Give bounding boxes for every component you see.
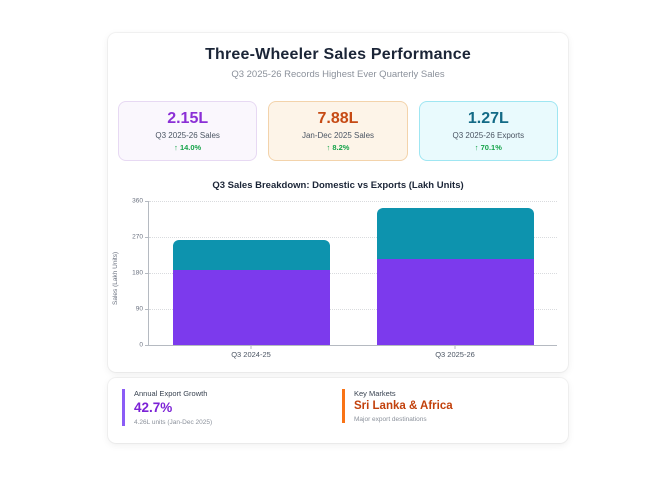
y-tick-label: 90	[135, 305, 143, 313]
stat-change-q3-exports: ↑ 70.1%	[474, 142, 502, 152]
gridline	[149, 201, 557, 202]
y-tick-mark	[145, 237, 149, 238]
stat-value-annual-sales: 7.88L	[317, 110, 359, 128]
annual-export-growth-block: Annual Export Growth 42.7% 4.26L units (…	[122, 389, 212, 426]
footer-value-key-markets: Sri Lanka & Africa	[354, 400, 453, 412]
footer-highlights-card: Annual Export Growth 42.7% 4.26L units (…	[108, 378, 568, 443]
footer-sub-key-markets: Major export destinations	[354, 416, 427, 424]
chart-plot: 0 90 180 270 360 Q3 2024-25 Q3 2025-26	[132, 198, 557, 359]
x-tick-mark	[250, 345, 252, 349]
stat-label-annual-sales: Jan-Dec 2025 Sales	[301, 130, 375, 140]
stat-value-q3-sales: 2.15L	[167, 110, 209, 128]
footer-sub-export-growth: 4.26L units (Jan-Dec 2025)	[134, 418, 213, 426]
x-tick-label: Q3 2025-26	[435, 350, 475, 359]
bar-q3-2025-26-exports[interactable]	[376, 208, 534, 259]
y-tick-mark	[145, 201, 149, 202]
x-tick-mark	[454, 345, 456, 349]
y-tick-mark	[145, 345, 149, 346]
page-subtitle: Q3 2025-26 Records Highest Ever Quarterl…	[231, 69, 445, 80]
stat-card-q3-sales: 2.15L Q3 2025-26 Sales ↑ 14.0%	[118, 101, 258, 161]
stat-change-q3-sales: ↑ 14.0%	[174, 142, 202, 152]
footer-value-export-growth: 42.7%	[134, 400, 173, 415]
sales-report-card: Three-Wheeler Sales Performance Q3 2025-…	[108, 33, 568, 372]
x-tick-label: Q3 2024-25	[231, 350, 271, 359]
gridline	[149, 273, 557, 274]
footer-label-export-growth: Annual Export Growth	[134, 389, 208, 398]
bar-q3-2024-25-exports[interactable]	[172, 239, 330, 270]
y-tick-mark	[145, 273, 149, 274]
key-markets-block: Key Markets Sri Lanka & Africa Major exp…	[342, 389, 453, 424]
y-tick-mark	[145, 309, 149, 310]
y-axis-label: Sales (Lakh Units)	[112, 251, 119, 305]
stat-card-q3-exports: 1.27L Q3 2025-26 Exports ↑ 70.1%	[418, 101, 558, 161]
stat-card-annual-sales: 7.88L Jan-Dec 2025 Sales ↑ 8.2%	[268, 101, 408, 161]
stat-label-q3-sales: Q3 2025-26 Sales	[155, 130, 220, 140]
gridline	[149, 309, 557, 310]
gridline	[149, 237, 557, 238]
bar-q3-2025-26-domestic[interactable]	[376, 259, 534, 345]
y-tick-label: 180	[132, 269, 143, 277]
bar-q3-2024-25-domestic[interactable]	[172, 269, 330, 345]
stat-value-q3-exports: 1.27L	[467, 110, 509, 128]
y-tick-label: 270	[132, 233, 143, 241]
stats-row: 2.15L Q3 2025-26 Sales ↑ 14.0% 7.88L Jan…	[118, 101, 558, 161]
footer-label-key-markets: Key Markets	[354, 389, 396, 398]
y-tick-label: 360	[132, 197, 143, 205]
chart-title: Q3 Sales Breakdown: Domestic vs Exports …	[212, 180, 464, 191]
page-title: Three-Wheeler Sales Performance	[205, 46, 471, 63]
y-tick-label: 0	[139, 341, 143, 349]
stat-change-annual-sales: ↑ 8.2%	[326, 142, 350, 152]
stat-label-q3-exports: Q3 2025-26 Exports	[452, 130, 525, 140]
